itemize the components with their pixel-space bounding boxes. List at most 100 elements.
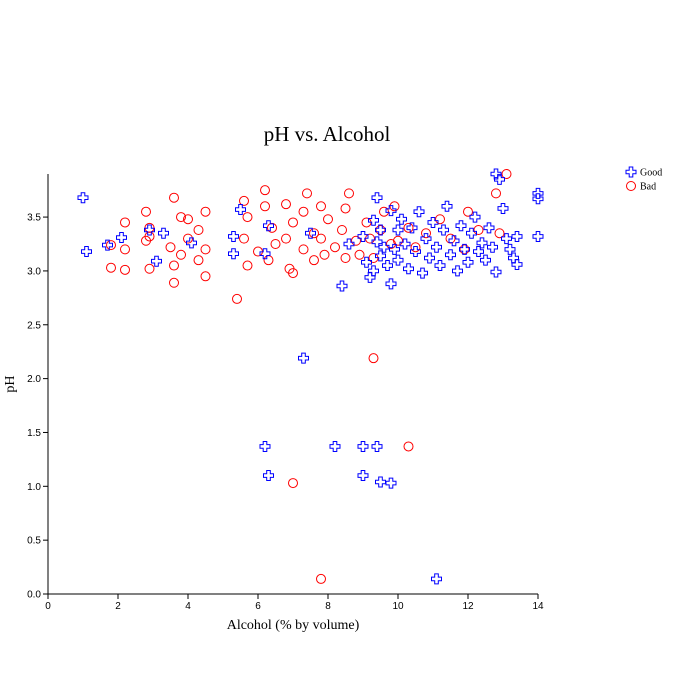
bad-point	[403, 441, 414, 452]
bad-point	[193, 225, 204, 235]
legend: Good Bad	[625, 166, 662, 193]
data-points	[77, 168, 544, 585]
bad-point	[165, 242, 176, 253]
series-good	[77, 168, 544, 585]
good-point	[375, 476, 386, 488]
bad-point	[337, 225, 347, 235]
good-point	[424, 252, 435, 264]
good-point	[420, 233, 432, 245]
bad-point	[421, 228, 431, 239]
good-point	[228, 230, 239, 242]
good-point	[151, 255, 162, 267]
bad-point	[106, 262, 116, 273]
bad-point	[288, 268, 298, 279]
bad-point	[260, 201, 270, 212]
y-axis-ticks: 0.0 0.5 1.0 1.5 2.0 2.5 3.0 3.5	[27, 213, 48, 601]
bad-point	[120, 244, 130, 255]
x-tick-label: 6	[255, 601, 261, 612]
y-axis-label: pH	[3, 375, 18, 392]
bad-point	[309, 255, 319, 266]
bad-point	[200, 206, 211, 217]
good-point	[329, 440, 341, 452]
bad-point	[120, 264, 130, 275]
bad-point	[403, 222, 414, 233]
good-point	[102, 239, 113, 251]
bad-point	[176, 212, 186, 223]
good-point	[158, 227, 169, 239]
good-point	[263, 470, 274, 482]
bad-point	[144, 263, 155, 274]
bad-point	[491, 188, 501, 199]
good-point	[382, 260, 393, 272]
x-tick-label: 14	[532, 601, 544, 612]
bad-point	[239, 195, 249, 206]
good-point	[438, 224, 449, 236]
good-point	[511, 230, 523, 242]
bad-point	[120, 217, 130, 228]
good-point	[532, 187, 544, 199]
x-axis-ticks: 0 2 4 6 8 10 12 14	[45, 594, 544, 612]
good-point	[410, 246, 421, 258]
bad-point	[494, 228, 505, 239]
bad-point	[242, 260, 253, 271]
good-point	[396, 213, 407, 225]
bad-point	[459, 244, 470, 255]
good-point	[406, 222, 418, 234]
bad-point	[267, 222, 277, 233]
good-point	[448, 235, 460, 247]
bad-point	[263, 255, 274, 266]
bad-point	[389, 201, 400, 212]
bad-point	[323, 214, 333, 225]
bad-point	[169, 260, 179, 271]
y-tick-label: 1.5	[27, 428, 41, 439]
bad-point	[344, 188, 354, 199]
good-point	[483, 222, 495, 234]
good-point	[490, 266, 502, 278]
x-axis-label: Alcohol (% by volume)	[227, 618, 360, 633]
good-point	[343, 238, 355, 250]
bad-point	[169, 192, 179, 203]
good-point	[392, 224, 404, 236]
good-point	[305, 227, 316, 239]
bad-point	[393, 235, 403, 246]
good-point	[144, 224, 155, 236]
bad-point	[501, 169, 512, 179]
good-point	[364, 271, 376, 283]
bad-point	[288, 478, 298, 489]
good-point	[452, 265, 463, 277]
bad-point	[169, 277, 179, 288]
y-tick-label: 2.5	[27, 320, 41, 331]
good-point	[186, 237, 197, 249]
good-point	[259, 440, 271, 452]
good-point	[476, 237, 488, 249]
good-point	[399, 238, 411, 250]
bad-point	[144, 231, 155, 242]
good-point	[357, 470, 369, 482]
good-point	[480, 254, 491, 266]
good-point	[375, 224, 386, 236]
good-point	[431, 573, 442, 585]
x-tick-label: 4	[185, 601, 191, 612]
good-point	[501, 233, 512, 245]
bad-point	[316, 201, 326, 212]
x-tick-label: 10	[392, 601, 404, 612]
bad-point	[309, 228, 319, 239]
bad-point	[354, 249, 365, 260]
good-point	[445, 249, 456, 261]
good-point	[263, 220, 274, 232]
good-point	[389, 243, 400, 255]
y-tick-label: 2.0	[27, 374, 41, 385]
good-point	[532, 193, 544, 205]
good-point	[77, 192, 89, 204]
bad-point	[351, 235, 361, 246]
good-point	[378, 241, 390, 253]
y-tick-label: 0.5	[27, 536, 41, 547]
bad-point	[368, 353, 379, 364]
good-point	[431, 241, 442, 253]
good-point	[441, 200, 453, 212]
good-point	[403, 263, 414, 275]
bad-point	[340, 253, 351, 263]
bad-point	[473, 225, 484, 235]
bad-point	[435, 214, 445, 225]
good-point	[413, 206, 425, 218]
